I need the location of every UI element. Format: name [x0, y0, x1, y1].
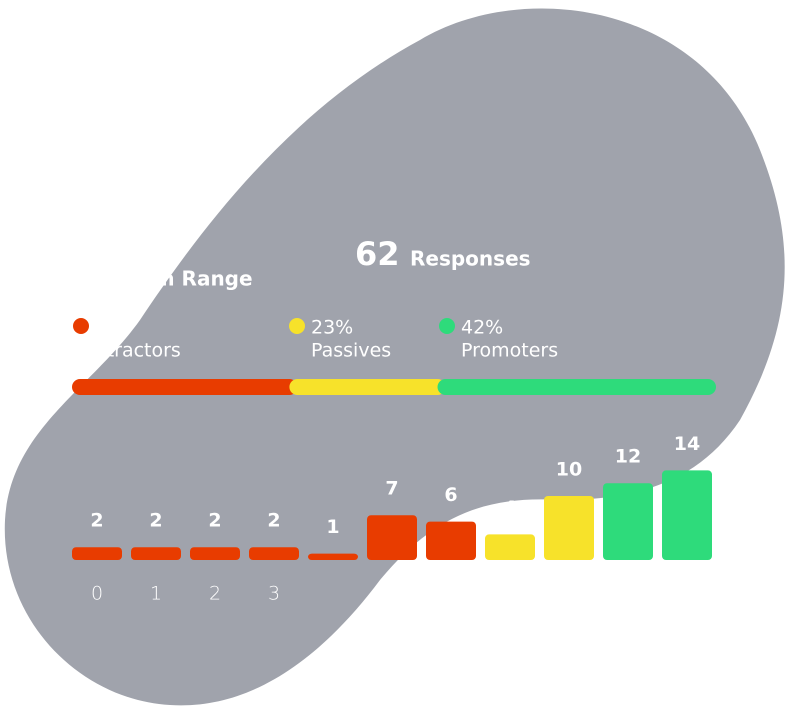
bar — [131, 547, 181, 560]
bar — [603, 483, 653, 560]
legend-label: etractors — [95, 340, 181, 362]
bar — [367, 515, 417, 560]
legend-percent: 42% — [461, 317, 503, 339]
legend-label: Passives — [311, 340, 391, 362]
bar-value-label: 2 — [208, 510, 221, 532]
bar-value-label: 14 — [674, 433, 700, 455]
bar — [190, 547, 240, 560]
legend-label: Promoters — [461, 340, 558, 362]
x-tick-label: 0 — [91, 583, 103, 605]
background-blob — [4, 8, 785, 706]
segment-bar — [289, 379, 446, 395]
x-tick-label: 1 — [150, 583, 162, 605]
legend-percent: % — [95, 317, 113, 339]
segment-bar — [72, 379, 298, 395]
legend-dot — [439, 318, 455, 334]
bar — [485, 534, 535, 560]
bar — [426, 521, 476, 560]
bar-value-label: 2 — [90, 510, 103, 532]
bar — [249, 547, 299, 560]
responses-count: 62 — [355, 235, 400, 273]
bar — [308, 553, 358, 560]
bar-value-label: 2 — [149, 510, 162, 532]
bar — [662, 470, 712, 560]
bar-value-label: 4 — [503, 497, 516, 519]
bar-value-label: 2 — [267, 510, 280, 532]
bar-value-label: 1 — [326, 516, 339, 538]
bar — [72, 547, 122, 560]
legend-percent: 23% — [311, 317, 353, 339]
legend-dot — [289, 318, 305, 334]
bar-value-label: 6 — [444, 484, 457, 506]
bar-value-label: 7 — [385, 478, 398, 500]
x-tick-label: 3 — [268, 583, 280, 605]
x-tick-label: 2 — [209, 583, 221, 605]
bar-value-label: 12 — [615, 446, 641, 468]
bar-value-label: 10 — [556, 459, 582, 481]
bar — [544, 496, 594, 560]
responses-label: Responses — [410, 247, 531, 271]
legend-dot — [73, 318, 89, 334]
segment-bar — [437, 379, 716, 395]
range-label: om Range — [140, 267, 253, 291]
